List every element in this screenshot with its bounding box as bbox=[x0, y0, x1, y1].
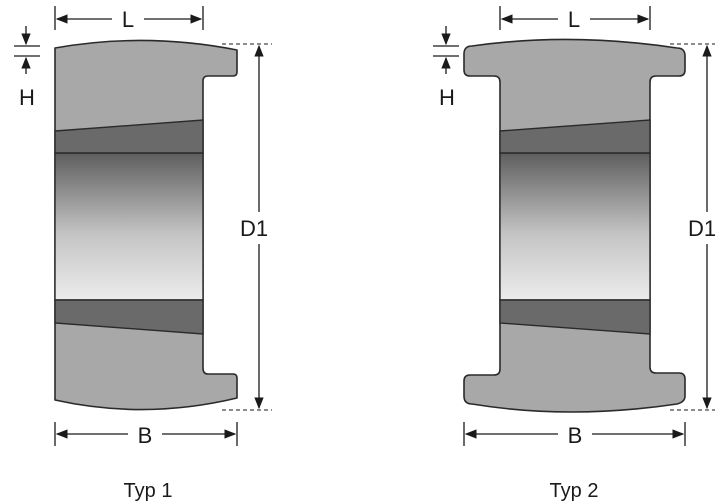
type1-caption: Typ 1 bbox=[124, 480, 173, 502]
type2-h-label: H bbox=[439, 85, 455, 110]
type2-l-label: L bbox=[568, 7, 580, 32]
type2-bore bbox=[499, 152, 651, 301]
type2-d1-label: D1 bbox=[688, 216, 715, 241]
type1-upper-taper bbox=[54, 119, 204, 154]
type2-caption: Typ 2 bbox=[550, 480, 599, 502]
type1-l-label: L bbox=[122, 7, 134, 32]
type1-h-label: H bbox=[19, 85, 35, 110]
type1-b-label: B bbox=[138, 423, 153, 448]
type1-bore bbox=[54, 152, 204, 301]
type2-lower-taper bbox=[499, 299, 651, 335]
type2-b-label: B bbox=[568, 423, 583, 448]
type2-upper-taper bbox=[499, 119, 651, 154]
type1-figure: L H D1 B Typ 1 bbox=[14, 6, 272, 502]
type1-lower-taper bbox=[54, 299, 204, 335]
type1-d1-label: D1 bbox=[240, 216, 268, 241]
type2-figure: L H D1 B Typ 2 bbox=[433, 6, 715, 502]
